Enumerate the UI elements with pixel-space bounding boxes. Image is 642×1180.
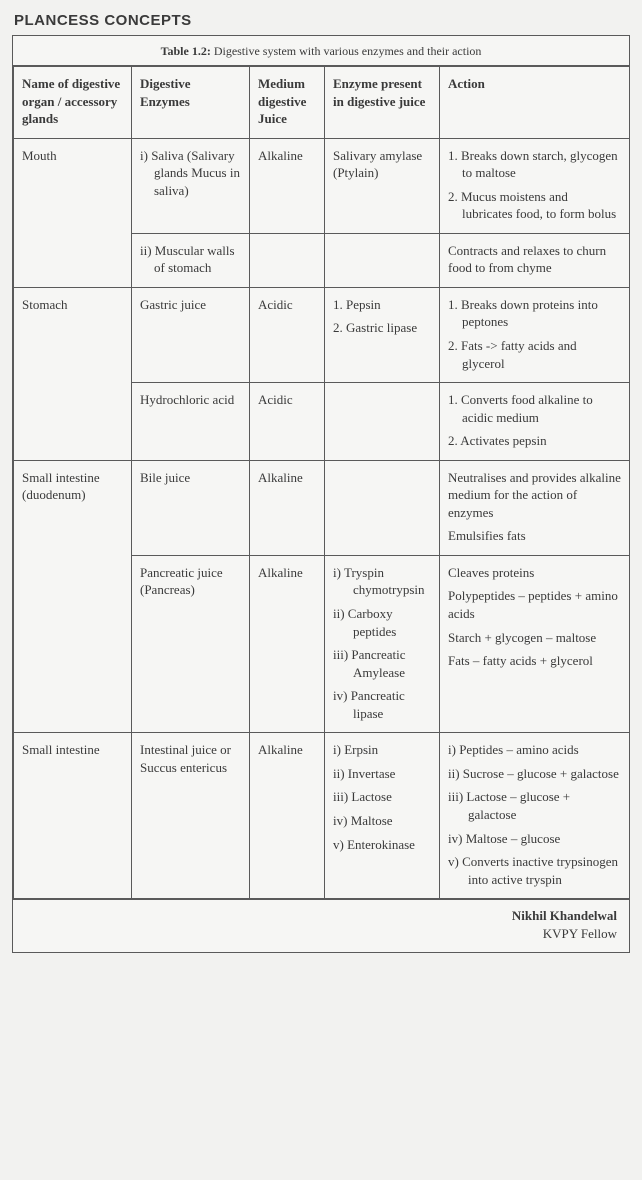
cell-enzyme: Hydrochloric acid [132, 383, 250, 461]
cell-medium: Alkaline [250, 138, 325, 233]
cell-enzyme: Bile juice [132, 460, 250, 555]
col-medium: Medium digestive Juice [250, 67, 325, 139]
author-title: KVPY Fellow [543, 926, 617, 941]
table-row: Small intestine Intestinal juice or Succ… [14, 733, 630, 899]
cell-action: 1. Breaks down starch, glycogen to malto… [440, 138, 630, 233]
text: ii) Sucrose – glucose + galactose [448, 765, 621, 783]
text: 2. Fats -> fatty acids and glycerol [448, 337, 621, 372]
text: iv) Pancreatic lipase [333, 687, 431, 722]
cell-enzyme: ii) Muscular walls of stomach [132, 233, 250, 287]
cell-organ: Small intestine (duodenum) [14, 460, 132, 733]
author-name: Nikhil Khandelwal [25, 908, 617, 924]
cell-organ: Stomach [14, 287, 132, 460]
caption-label: Table 1.2: [161, 44, 211, 58]
text: iv) Maltose [333, 812, 431, 830]
cell-action: 1. Converts food alkaline to acidic medi… [440, 383, 630, 461]
text: 2. Gastric lipase [333, 319, 431, 337]
table-row: Small intestine (duodenum) Bile juice Al… [14, 460, 630, 555]
cell-present [325, 460, 440, 555]
cell-enzyme: i) Saliva (Salivary glands Mucus in sali… [132, 138, 250, 233]
text: Emulsifies fats [448, 527, 621, 545]
text: ii) Carboxy peptides [333, 605, 431, 640]
text: i) Saliva (Salivary glands Mucus in sali… [140, 147, 241, 200]
cell-medium: Alkaline [250, 555, 325, 732]
text: ii) Muscular walls of stomach [140, 242, 241, 277]
cell-enzyme: Gastric juice [132, 287, 250, 382]
text: 2. Activates pepsin [448, 432, 621, 450]
text: iv) Maltose – glucose [448, 830, 621, 848]
cell-action: Contracts and relaxes to churn food to f… [440, 233, 630, 287]
text: 2. Mucus moistens and lubricates food, t… [448, 188, 621, 223]
cell-present: i) Erpsin ii) Invertase iii) Lactose iv)… [325, 733, 440, 899]
cell-present [325, 383, 440, 461]
col-organ: Name of digestive organ / accessory glan… [14, 67, 132, 139]
text: Neutralises and provides alkaline medium… [448, 469, 621, 522]
col-present: Enzyme present in digestive juice [325, 67, 440, 139]
table-row: Stomach Gastric juice Acidic 1. Pepsin 2… [14, 287, 630, 382]
cell-present: Salivary amylase (Ptylain) [325, 138, 440, 233]
col-action: Action [440, 67, 630, 139]
table-footer: Nikhil Khandelwal KVPY Fellow [13, 899, 629, 952]
text: iii) Lactose [333, 788, 431, 806]
cell-enzyme: Pancreatic juice (Pancreas) [132, 555, 250, 732]
text: iii) Pancreatic Amylease [333, 646, 431, 681]
text: i) Tryspin chymotrypsin [333, 564, 431, 599]
cell-medium: Alkaline [250, 733, 325, 899]
text: iii) Lactose – glucose + galactose [448, 788, 621, 823]
text: v) Converts inactive trypsinogen into ac… [448, 853, 621, 888]
text: Polypeptides – peptides + amino acids [448, 587, 621, 622]
cell-present: i) Tryspin chymotrypsin ii) Carboxy pept… [325, 555, 440, 732]
text: Starch + glycogen – maltose [448, 629, 621, 647]
page-heading: PLANCESS CONCEPTS [14, 12, 630, 29]
text: Cleaves proteins [448, 564, 621, 582]
cell-action: 1. Breaks down proteins into peptones 2.… [440, 287, 630, 382]
cell-present: 1. Pepsin 2. Gastric lipase [325, 287, 440, 382]
digestive-table: Name of digestive organ / accessory glan… [13, 66, 630, 899]
cell-action: Cleaves proteins Polypeptides – peptides… [440, 555, 630, 732]
text: i) Peptides – amino acids [448, 741, 621, 759]
text: i) Erpsin [333, 741, 431, 759]
cell-action: i) Peptides – amino acids ii) Sucrose – … [440, 733, 630, 899]
text: v) Enterokinase [333, 836, 431, 854]
cell-organ: Mouth [14, 138, 132, 287]
table-header-row: Name of digestive organ / accessory glan… [14, 67, 630, 139]
caption-text: Digestive system with various enzymes an… [211, 44, 482, 58]
cell-medium: Acidic [250, 383, 325, 461]
table-container: Table 1.2: Digestive system with various… [12, 35, 630, 953]
cell-medium: Alkaline [250, 460, 325, 555]
text: ii) Invertase [333, 765, 431, 783]
cell-present [325, 233, 440, 287]
cell-organ: Small intestine [14, 733, 132, 899]
table-caption: Table 1.2: Digestive system with various… [13, 36, 629, 66]
text: 1. Breaks down proteins into peptones [448, 296, 621, 331]
table-row: Mouth i) Saliva (Salivary glands Mucus i… [14, 138, 630, 233]
cell-enzyme: Intestinal juice or Succus entericus [132, 733, 250, 899]
cell-medium: Acidic [250, 287, 325, 382]
col-enzymes: Digestive Enzymes [132, 67, 250, 139]
text: 1. Pepsin [333, 296, 431, 314]
cell-medium [250, 233, 325, 287]
text: 1. Converts food alkaline to acidic medi… [448, 391, 621, 426]
cell-action: Neutralises and provides alkaline medium… [440, 460, 630, 555]
text: Fats – fatty acids + glycerol [448, 652, 621, 670]
text: 1. Breaks down starch, glycogen to malto… [448, 147, 621, 182]
